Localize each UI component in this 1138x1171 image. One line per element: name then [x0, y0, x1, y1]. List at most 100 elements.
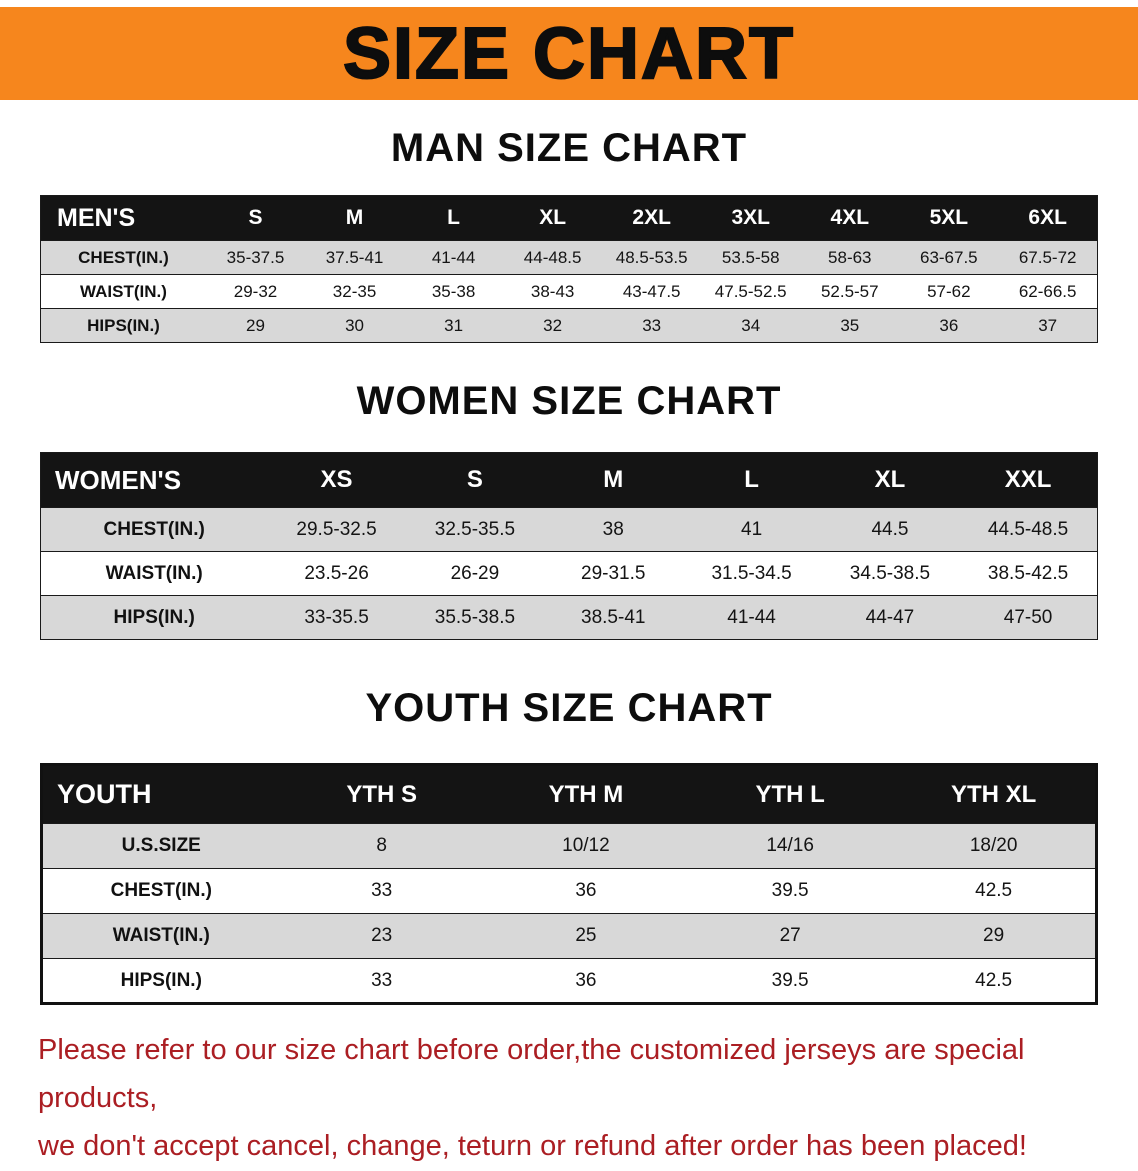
- size-value-cell: 29: [983, 925, 1005, 946]
- disclaimer-line-1: Please refer to our size chart before or…: [38, 1034, 1025, 1114]
- size-value-cell: 33-35.5: [304, 606, 369, 628]
- page-title: SIZE CHART: [342, 13, 795, 94]
- size-value-cell: 44-47: [865, 606, 915, 628]
- size-column-header: L: [404, 195, 504, 241]
- disclaimer-text: Please refer to our size chart before or…: [38, 1027, 1100, 1171]
- size-value-cell: 8: [376, 835, 387, 856]
- women-size-section: WOMEN SIZE CHART WOMEN'S XS S M L XL XXL CHEST(…: [0, 379, 1138, 640]
- size-value-cell: 14/16: [766, 835, 814, 856]
- table-row: WAIST(IN.) 23.5-26 26-29 29-31.5 31.5-34.5 34…: [40, 551, 1098, 596]
- table-row: CHEST(IN.) 33 36 39.5 42.5: [41, 868, 1097, 914]
- man-size-table: MEN'S S M L XL 2XL 3XL 4XL 5XL 6XL CHEST(IN.) 35-37…: [40, 195, 1098, 343]
- youth-size-heading: YOUTH SIZE CHART: [365, 686, 773, 730]
- size-value-cell: 32-35: [332, 281, 377, 301]
- size-value-cell: 44.5: [871, 518, 909, 540]
- size-value-cell: 41-44: [727, 606, 776, 628]
- row-label: HIPS(IN.): [87, 315, 160, 335]
- size-value-cell: 43-47.5: [622, 281, 681, 301]
- size-value-cell: 31.5-34.5: [711, 562, 792, 584]
- size-column-header: 6XL: [998, 195, 1098, 241]
- size-value-cell: 39.5: [771, 880, 809, 901]
- size-value-cell: 33: [642, 315, 662, 335]
- header-row: YOUTH YTH S YTH M YTH L YTH XL: [41, 764, 1097, 824]
- size-value-cell: 29-31.5: [581, 562, 646, 584]
- size-value-cell: 41: [741, 518, 763, 540]
- size-value-cell: 42.5: [975, 969, 1013, 991]
- women-size-table: WOMEN'S XS S M L XL XXL CHEST(IN.) 29.5-32.5 32.5…: [40, 452, 1098, 640]
- size-value-cell: 38.5-41: [581, 606, 646, 628]
- size-value-cell: 29.5-32.5: [296, 518, 377, 540]
- size-column-header: 5XL: [899, 195, 999, 241]
- row-label: HIPS(IN.): [120, 969, 202, 991]
- size-value-cell: 36: [575, 969, 597, 991]
- size-value-cell: 35-38: [431, 281, 476, 301]
- size-value-cell: 32.5-35.5: [434, 518, 516, 540]
- size-column-header: 4XL: [800, 195, 900, 241]
- size-column-header: XS: [267, 452, 406, 508]
- table-row: HIPS(IN.) 33-35.5 35.5-38.5 38.5-41 41-44 44-…: [40, 595, 1098, 640]
- size-value-cell: 29: [246, 315, 265, 335]
- size-column-header: XL: [820, 452, 960, 508]
- row-label: CHEST(IN.): [110, 880, 212, 901]
- size-value-cell: 67.5-72: [1018, 247, 1077, 267]
- size-value-cell: 47.5-52.5: [714, 281, 787, 301]
- size-column-header: M: [305, 195, 405, 241]
- size-value-cell: 32: [543, 315, 563, 335]
- size-column-header: S: [205, 195, 306, 241]
- man-size-heading: MAN SIZE CHART: [390, 126, 748, 170]
- youth-size-section: YOUTH SIZE CHART YOUTH YTH S YTH M YTH L YTH…: [0, 686, 1138, 1005]
- size-value-cell: 10/12: [562, 835, 610, 856]
- size-value-cell: 26-29: [450, 562, 500, 584]
- table-row: WAIST(IN.) 23 25 27 29: [41, 913, 1097, 959]
- size-column-header: YTH M: [483, 764, 689, 824]
- size-column-header: YTH S: [279, 764, 484, 824]
- size-value-cell: 41-44: [431, 247, 476, 267]
- table-row: U.S.SIZE 8 10/12 14/16 18/20: [41, 823, 1097, 869]
- size-column-header: S: [405, 452, 545, 508]
- row-label: HIPS(IN.): [113, 606, 195, 628]
- disclaimer-line-2: we don't accept cancel, change, teturn o…: [38, 1129, 1027, 1162]
- size-value-cell: 25: [575, 925, 597, 946]
- size-value-cell: 35: [840, 315, 860, 335]
- size-column-header: YTH XL: [892, 764, 1097, 824]
- size-value-cell: 27: [779, 925, 801, 946]
- size-column-header: L: [682, 452, 821, 508]
- man-size-section: MAN SIZE CHART MEN'S S M L XL 2XL 3XL 4XL 5XL 6XL…: [0, 126, 1138, 343]
- table-title: WOMEN'S: [40, 452, 268, 508]
- size-value-cell: 37: [1038, 315, 1058, 335]
- row-label: WAIST(IN.): [112, 925, 210, 946]
- size-column-header: 2XL: [602, 195, 702, 241]
- women-size-heading: WOMEN SIZE CHART: [356, 379, 782, 423]
- size-value-cell: 57-62: [927, 281, 971, 301]
- size-value-cell: 58-63: [828, 247, 872, 267]
- table-title: MEN'S: [40, 195, 206, 241]
- size-value-cell: 30: [345, 315, 364, 335]
- size-column-header: M: [544, 452, 683, 508]
- size-value-cell: 62-66.5: [1018, 281, 1077, 301]
- size-value-cell: 38: [602, 518, 624, 540]
- size-value-cell: 44.5-48.5: [987, 518, 1069, 540]
- size-value-cell: 47-50: [1003, 606, 1053, 628]
- size-column-header: XL: [503, 195, 603, 241]
- size-value-cell: 36: [575, 880, 597, 901]
- size-value-cell: 33: [371, 880, 393, 901]
- size-value-cell: 34.5-38.5: [849, 562, 931, 584]
- table-row: WAIST(IN.) 29-32 32-35 35-38 38-43 43-47.5 47.…: [40, 274, 1098, 309]
- table-row: HIPS(IN.) 33 36 39.5 42.5: [41, 958, 1097, 1004]
- size-value-cell: 36: [939, 315, 959, 335]
- table-row: CHEST(IN.) 29.5-32.5 32.5-35.5 38 41 44.5 44.5…: [40, 507, 1098, 552]
- size-chart-banner: SIZE CHART: [0, 7, 1138, 100]
- size-value-cell: 37.5-41: [325, 247, 384, 267]
- size-value-cell: 34: [741, 315, 761, 335]
- header-row: WOMEN'S XS S M L XL XXL: [40, 452, 1098, 508]
- youth-size-table: YOUTH YTH S YTH M YTH L YTH XL U.S.SIZE 8 10/12…: [40, 763, 1098, 1005]
- size-value-cell: 63-67.5: [919, 247, 978, 267]
- size-value-cell: 23.5-26: [304, 562, 369, 584]
- size-value-cell: 31: [444, 315, 464, 335]
- size-value-cell: 18/20: [969, 835, 1018, 856]
- row-label: WAIST(IN.): [80, 281, 167, 301]
- size-value-cell: 44-48.5: [523, 247, 582, 267]
- size-value-cell: 33: [371, 969, 393, 991]
- table-row: CHEST(IN.) 35-37.5 37.5-41 41-44 44-48.5 48.5…: [40, 240, 1098, 275]
